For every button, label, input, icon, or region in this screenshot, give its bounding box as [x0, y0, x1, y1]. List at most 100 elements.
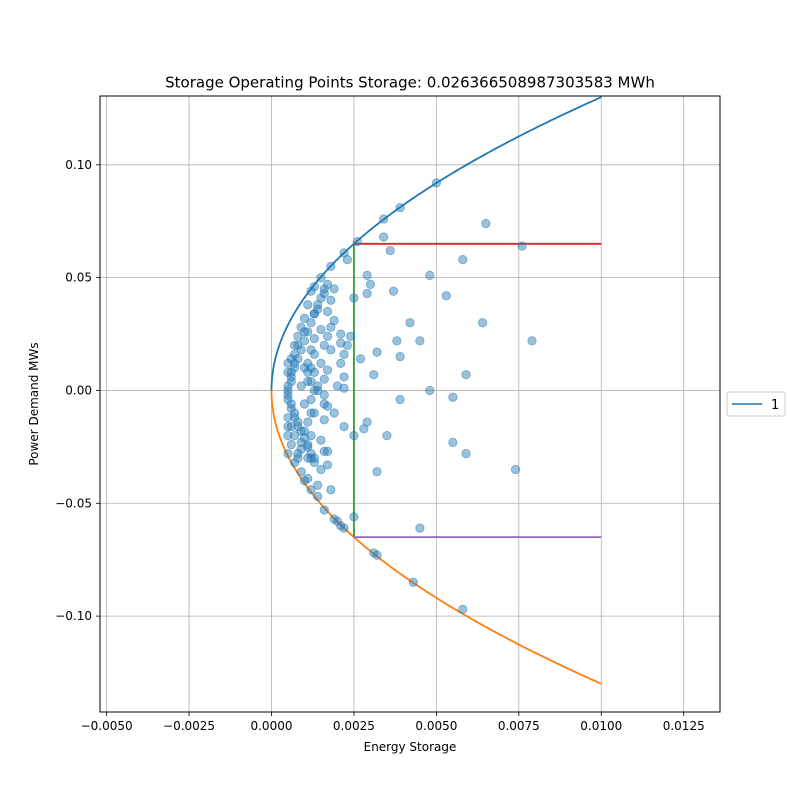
y-ticks: −0.10 −0.05 0.00 0.05 0.10 — [55, 158, 100, 623]
scatter-point — [326, 295, 336, 305]
chart-title: Storage Operating Points Storage: 0.0263… — [165, 74, 655, 92]
scatter-point — [309, 333, 319, 344]
scatter-point — [313, 491, 323, 502]
scatter-point — [299, 327, 310, 337]
scatter-point — [303, 453, 313, 463]
scatter-point — [339, 372, 349, 382]
scatter-point — [303, 417, 313, 427]
scatter-point — [319, 340, 329, 350]
scatter-point — [369, 370, 379, 380]
scatter-point — [293, 331, 303, 341]
scatter-point — [319, 284, 329, 294]
scatter-point — [352, 236, 362, 247]
scatter-point — [461, 449, 471, 459]
scatter-point — [283, 367, 293, 378]
scatter-point — [372, 347, 382, 357]
scatter-point — [316, 293, 326, 303]
scatter-point — [306, 485, 316, 495]
scatter-point — [431, 178, 441, 188]
scatter-point — [289, 458, 300, 468]
scatter-point — [415, 523, 425, 533]
scatter-point — [293, 453, 303, 463]
scatter-point — [319, 446, 329, 456]
scatter-point — [326, 261, 336, 271]
scatter-point — [342, 254, 352, 265]
scatter-point — [306, 376, 316, 387]
scatter-point — [306, 408, 316, 418]
scatter-point — [286, 376, 296, 387]
x-tick-label: 0.0125 — [663, 719, 705, 733]
scatter-point — [382, 430, 392, 441]
scatter-point — [425, 270, 435, 280]
y-tick-label: 0.00 — [65, 383, 92, 397]
scatter-point — [283, 412, 293, 423]
scatter-point — [299, 336, 310, 346]
x-tick-label: 0.0000 — [250, 719, 292, 733]
scatter-point — [395, 394, 405, 405]
scatter-point — [322, 401, 333, 411]
scatter-point — [362, 288, 372, 299]
scatter-point — [286, 354, 296, 364]
scatter-point — [303, 300, 313, 310]
scatter-point — [365, 279, 376, 290]
scatter-point — [316, 273, 326, 283]
x-tick-label: −0.0025 — [163, 719, 215, 733]
scatter-point — [448, 392, 458, 402]
scatter-point — [448, 437, 458, 447]
scatter-point — [299, 399, 310, 409]
scatter-point — [286, 367, 296, 378]
curve-layer — [270, 96, 602, 685]
y-tick-label: −0.05 — [55, 496, 92, 510]
scatter-point — [517, 241, 527, 251]
x-tick-label: 0.0100 — [580, 719, 622, 733]
grid — [100, 96, 720, 712]
scatter-point — [319, 415, 329, 425]
scatter-point — [510, 464, 521, 475]
scatter-point — [299, 426, 310, 436]
scatter-point — [289, 358, 300, 368]
scatter-point — [322, 331, 333, 341]
scatter-point — [425, 385, 435, 396]
scatter-point — [319, 374, 329, 384]
scatter-point — [293, 340, 303, 350]
scatter-point — [415, 336, 425, 346]
scatter-point — [477, 318, 488, 328]
scatter-point — [296, 345, 306, 355]
plot-frame — [99, 95, 721, 713]
scatter-point — [306, 394, 316, 405]
y-tick-label: 0.10 — [65, 158, 92, 172]
scatter-point — [313, 381, 323, 391]
scatter-point — [313, 480, 323, 490]
points-layer — [283, 178, 537, 614]
scatter-point — [296, 437, 306, 447]
scatter-point — [296, 467, 306, 477]
scatter-point — [332, 516, 343, 526]
scatter-point — [359, 424, 369, 434]
y-tick-label: 0.05 — [65, 271, 92, 285]
scatter-point — [303, 327, 313, 337]
scatter-point — [316, 464, 326, 475]
scatter-point — [293, 421, 303, 432]
scatter-point — [303, 358, 313, 368]
x-tick-label: −0.0050 — [81, 719, 133, 733]
scatter-point — [339, 523, 349, 533]
scatter-point — [349, 430, 359, 441]
scatter-point — [339, 349, 349, 359]
scatter-point — [316, 324, 326, 335]
x-ticks: −0.0050 −0.0025 0.0000 0.0025 0.0050 0.0075 0.… — [81, 712, 705, 733]
scatter-point — [461, 370, 471, 380]
scatter-point — [441, 291, 451, 301]
scatter-point — [319, 505, 329, 515]
x-axis-label: Energy Storage — [364, 740, 457, 754]
scatter-point — [316, 358, 326, 368]
scatter-point — [299, 476, 310, 486]
scatter-point — [388, 286, 399, 296]
y-tick-label: −0.10 — [55, 609, 92, 623]
scatter-point — [296, 381, 306, 391]
scatter-point — [306, 430, 316, 441]
x-tick-label: 0.0050 — [415, 719, 457, 733]
scatter-point — [316, 435, 326, 445]
scatter-point — [385, 245, 395, 256]
scatter-point — [306, 318, 316, 328]
